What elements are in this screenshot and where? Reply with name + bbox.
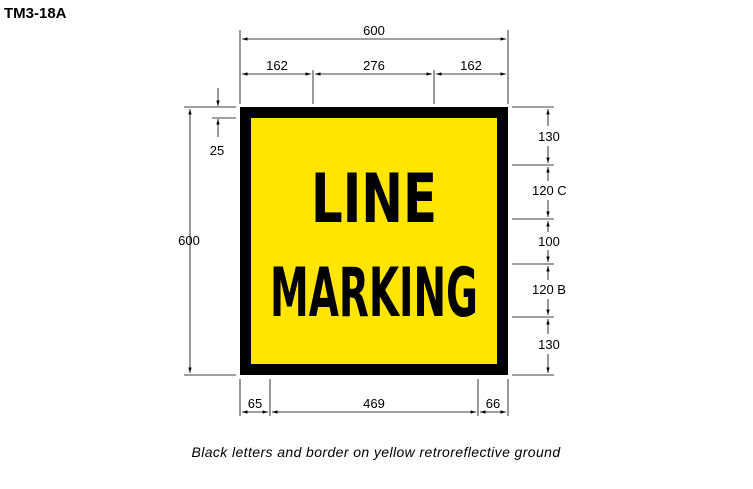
- drawing-code: TM3-18A: [4, 5, 67, 22]
- dim-right-1: 130: [538, 129, 560, 144]
- dim-overall-width: 600: [363, 23, 385, 38]
- caption: Black letters and border on yellow retro…: [191, 444, 561, 460]
- dim-bottom-middle: 469: [363, 396, 385, 411]
- sign-panel: LINE MARKING: [240, 107, 508, 375]
- dim-bottom-right: 66: [486, 396, 500, 411]
- dim-bottom-left: 65: [248, 396, 262, 411]
- sign-legend-line2: MARKING: [270, 254, 478, 333]
- dim-right-4: 120 B: [532, 282, 566, 297]
- bottom-dimensions: 65 469 66: [239, 379, 509, 416]
- sign-face: [251, 118, 497, 364]
- right-dimensions: 130 120 C 100 120 B 130: [512, 106, 567, 376]
- dim-top-left: 162: [266, 58, 288, 73]
- dim-right-3: 100: [538, 234, 560, 249]
- dim-border-width: 25: [210, 143, 224, 158]
- dim-top-middle: 276: [363, 58, 385, 73]
- dim-right-5: 130: [538, 337, 560, 352]
- dim-right-2: 120 C: [532, 183, 567, 198]
- dim-overall-height: 600: [178, 233, 200, 248]
- left-dimensions: 600 25: [178, 88, 236, 376]
- sign-legend-line1: LINE: [311, 160, 437, 239]
- dim-top-right: 162: [460, 58, 482, 73]
- top-dimensions: 600 162 276 162: [239, 23, 509, 104]
